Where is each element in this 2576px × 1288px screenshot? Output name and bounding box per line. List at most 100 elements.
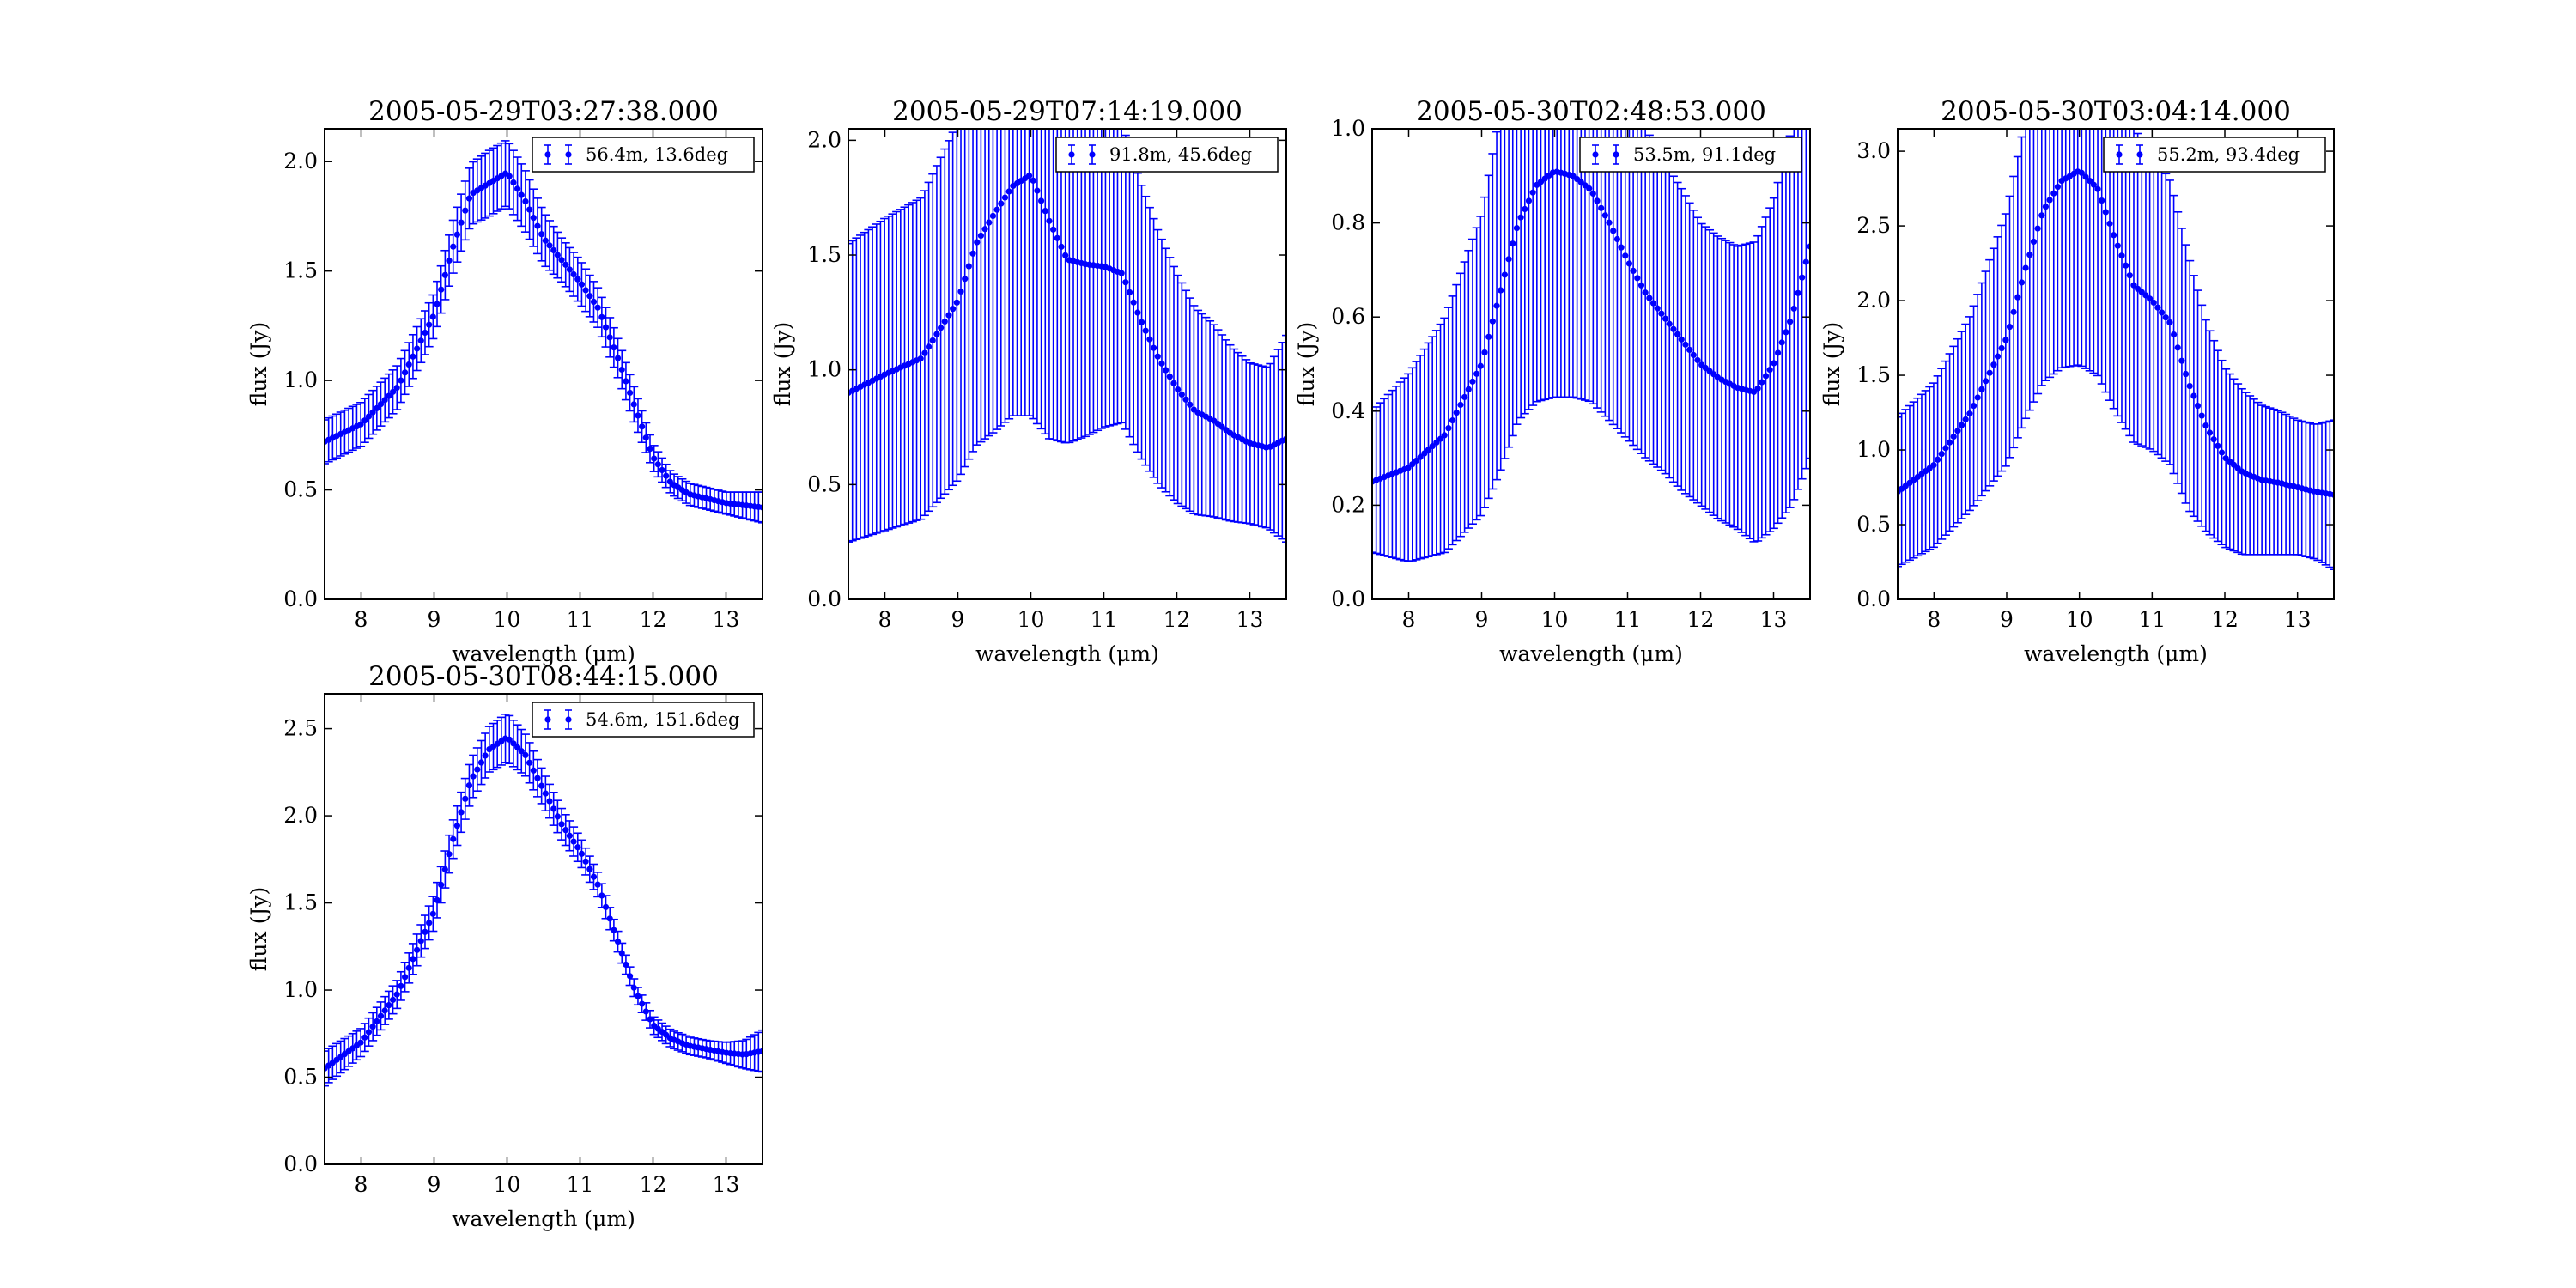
data-point <box>546 798 553 805</box>
x-tick-label: 9 <box>2000 607 2014 632</box>
data-point <box>1646 295 1653 301</box>
data-point <box>1025 173 1033 179</box>
data-point <box>1942 445 1949 452</box>
x-tick-label: 8 <box>355 1172 368 1197</box>
data-point <box>410 353 416 360</box>
data-point <box>570 838 577 845</box>
chart-title: 2005-05-29T07:14:19.000 <box>892 96 1242 127</box>
data-point <box>2198 412 2205 419</box>
data-point <box>1154 353 1161 360</box>
data-point <box>558 821 565 828</box>
data-point <box>1694 356 1701 364</box>
data-point <box>594 304 601 311</box>
y-tick-label: 0.4 <box>1331 398 1365 423</box>
data-point <box>1001 194 1009 201</box>
data-point <box>506 173 513 179</box>
data-point <box>1498 287 1504 294</box>
data-point <box>365 413 373 420</box>
data-point <box>2210 436 2217 443</box>
data-point <box>414 946 421 953</box>
y-tick-label: 1.5 <box>283 258 318 283</box>
data-point <box>1622 252 1629 259</box>
data-point <box>2114 242 2121 249</box>
data-point <box>2166 319 2173 326</box>
data-point <box>446 851 453 858</box>
data-point <box>925 343 933 350</box>
data-point <box>474 766 481 773</box>
data-point <box>1990 361 1997 368</box>
legend-marker <box>544 716 551 723</box>
subplot-panel: 8 9 10 11 12 13 0.0 0.5 1.0 1.5 2.0 2005-05-29T07:1… <box>770 96 1287 666</box>
data-point <box>1485 333 1492 340</box>
data-point <box>369 1024 376 1030</box>
data-point <box>357 421 364 428</box>
legend: 53.5m, 91.1deg <box>1579 137 1802 173</box>
data-point <box>1778 339 1785 346</box>
data-point <box>2034 225 2041 232</box>
data-point <box>2102 209 2109 216</box>
y-tick-label: 1.0 <box>807 357 841 382</box>
data-point <box>1966 410 1973 417</box>
data-point <box>566 266 574 273</box>
y-tick-label: 1.0 <box>1331 116 1365 141</box>
x-axis-label: wavelength (μm) <box>1499 641 1683 666</box>
data-point <box>377 401 385 408</box>
legend-label: 53.5m, 91.1deg <box>1633 144 1776 165</box>
data-point <box>550 805 557 812</box>
data-point <box>417 938 424 945</box>
data-point <box>1982 378 1990 385</box>
data-point <box>410 956 416 963</box>
legend-label: 91.8m, 45.6deg <box>1109 144 1252 165</box>
data-point <box>422 329 428 337</box>
data-series <box>1372 129 1810 562</box>
data-point <box>546 242 553 249</box>
data-point <box>462 207 469 214</box>
data-point <box>1658 310 1665 317</box>
data-point <box>465 782 473 789</box>
data-point <box>1493 302 1500 309</box>
data-point <box>969 250 976 257</box>
data-point <box>986 219 993 226</box>
y-tick-label: 0.0 <box>283 586 318 611</box>
data-point <box>2099 197 2105 204</box>
data-point <box>458 219 465 226</box>
data-point <box>1122 279 1129 286</box>
data-point <box>426 321 433 328</box>
data-point <box>1938 450 1945 458</box>
data-point <box>438 286 445 293</box>
y-tick-label: 1.0 <box>283 368 318 392</box>
data-point <box>1170 380 1177 386</box>
data-point <box>1058 243 1065 250</box>
legend-label: 56.4m, 13.6deg <box>586 144 728 165</box>
data-point <box>626 389 634 397</box>
data-point <box>1417 453 1424 460</box>
data-point <box>1489 318 1496 325</box>
data-point <box>429 313 436 320</box>
data-point <box>357 1039 364 1046</box>
data-point <box>2186 382 2193 390</box>
data-point <box>606 334 613 341</box>
x-axis-label: wavelength (μm) <box>452 1206 635 1231</box>
data-point <box>2126 272 2133 279</box>
data-point <box>393 384 400 392</box>
data-point <box>1505 256 1512 263</box>
data-point <box>962 276 969 283</box>
data-point <box>974 239 981 246</box>
data-point <box>361 417 368 424</box>
data-point <box>2170 331 2178 338</box>
x-tick-label: 12 <box>640 607 667 632</box>
data-point <box>635 412 641 419</box>
data-point <box>1042 208 1048 215</box>
data-point <box>434 896 440 903</box>
x-tick-label: 13 <box>1236 607 1264 632</box>
data-point <box>941 318 948 325</box>
y-tick-label: 1.0 <box>1856 437 1891 462</box>
data-point <box>2158 309 2166 316</box>
data-point <box>2111 232 2117 239</box>
data-point <box>590 298 598 306</box>
data-point <box>458 809 465 816</box>
x-tick-label: 13 <box>1760 607 1788 632</box>
data-point <box>2042 203 2050 210</box>
x-tick-label: 8 <box>1927 607 1941 632</box>
data-point <box>2030 238 2038 246</box>
